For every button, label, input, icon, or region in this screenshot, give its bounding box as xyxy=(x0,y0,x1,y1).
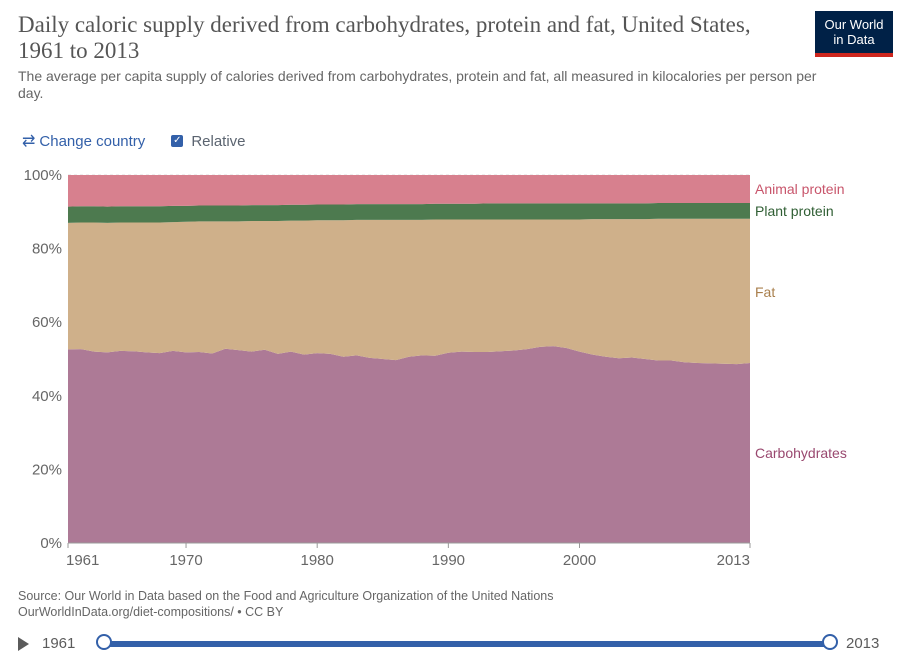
timeline-end-label: 2013 xyxy=(846,635,880,652)
timeline-start-handle[interactable] xyxy=(96,634,112,650)
swap-arrows-icon: ⇄ xyxy=(22,133,36,150)
timeline: 1961 2013 xyxy=(18,632,898,662)
chart-areas xyxy=(68,175,750,543)
source-note: Source: Our World in Data based on the F… xyxy=(18,588,554,620)
y-tick-label: 60% xyxy=(32,314,62,331)
logo-line-2: in Data xyxy=(833,32,875,47)
area-fat[interactable] xyxy=(68,218,750,365)
area-plant-protein[interactable] xyxy=(68,202,750,223)
x-tick-label: 2000 xyxy=(563,552,596,569)
logo-line-1: Our World xyxy=(824,17,884,32)
y-tick-label: 100% xyxy=(24,167,62,184)
x-tick-label: 1980 xyxy=(301,552,334,569)
source-line-1: Source: Our World in Data based on the F… xyxy=(18,589,554,603)
legend-plant-protein[interactable]: Plant protein xyxy=(755,203,834,219)
legend-carbohydrates[interactable]: Carbohydrates xyxy=(755,445,847,461)
relative-label: Relative xyxy=(191,132,246,150)
relative-checkbox[interactable]: ✓ xyxy=(171,135,184,147)
relative-toggle[interactable]: ✓ Relative xyxy=(145,132,246,150)
x-tick-label: 1990 xyxy=(432,552,465,569)
play-icon[interactable] xyxy=(18,637,29,651)
y-tick-label: 0% xyxy=(40,535,62,552)
source-line-2[interactable]: OurWorldInData.org/diet-compositions/ • … xyxy=(18,605,284,619)
area-animal-protein[interactable] xyxy=(68,175,750,207)
chart-legend: Animal protein Plant protein Fat Carbohy… xyxy=(755,181,847,461)
timeline-end-handle[interactable] xyxy=(822,634,838,650)
y-tick-label: 20% xyxy=(32,461,62,478)
y-tick-label: 40% xyxy=(32,388,62,405)
y-axis-ticks: 0% 20% 40% 60% 80% 100% xyxy=(24,167,62,552)
x-axis-ticks: 1961 1970 1980 1990 2000 2013 xyxy=(66,542,751,569)
x-tick-label: 1961 xyxy=(66,552,99,569)
x-tick-label: 1970 xyxy=(169,552,202,569)
y-tick-label: 80% xyxy=(32,241,62,258)
change-country-button[interactable]: ⇄ Change country xyxy=(22,131,145,151)
stacked-area-chart: 0% 20% 40% 60% 80% 100% 1961 1970 1980 1990 2000 2… xyxy=(24,167,847,569)
chart-controls: ⇄ Change country ✓ Relative xyxy=(22,131,246,151)
change-country-label: Change country xyxy=(39,132,146,150)
area-carbohydrates[interactable] xyxy=(68,346,750,543)
timeline-start-label: 1961 xyxy=(42,635,76,652)
timeline-track[interactable] xyxy=(106,641,830,647)
chart-title: Daily caloric supply derived from carboh… xyxy=(18,12,751,63)
legend-fat[interactable]: Fat xyxy=(755,284,775,300)
owid-logo[interactable]: Our World in Data xyxy=(815,11,893,57)
x-tick-label: 2013 xyxy=(717,552,750,569)
logo-accent-bar xyxy=(815,53,893,57)
legend-animal-protein[interactable]: Animal protein xyxy=(755,181,845,197)
chart-subtitle: The average per capita supply of calorie… xyxy=(18,68,817,101)
